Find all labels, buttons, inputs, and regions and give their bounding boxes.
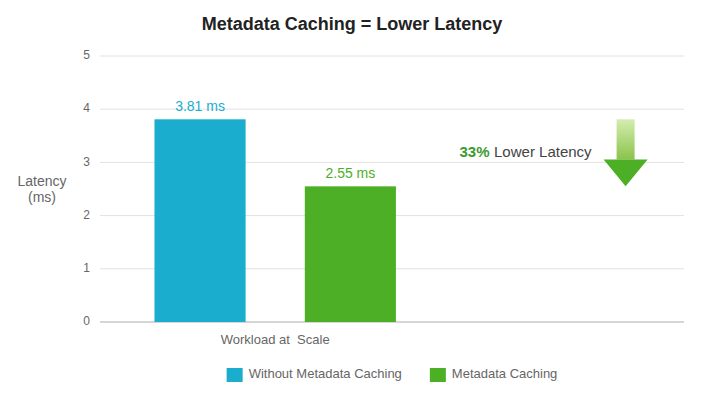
y-tick-label: 1 <box>83 261 90 275</box>
data-label: 2.55 ms <box>325 165 375 181</box>
y-tick-label: 4 <box>83 101 90 115</box>
bar <box>154 119 245 322</box>
legend-swatch <box>227 368 243 382</box>
annotation-part: 33% <box>460 143 490 160</box>
y-tick-label: 0 <box>83 314 90 328</box>
legend-item: Metadata Caching <box>430 366 558 382</box>
y-tick-label: 3 <box>83 155 90 169</box>
change-arrow <box>604 119 648 186</box>
legend-item: Without Metadata Caching <box>227 366 402 382</box>
arrow-head <box>604 160 648 187</box>
arrow-shaft <box>617 119 635 159</box>
annotation-part: Lower Latency <box>494 143 592 160</box>
bar <box>305 186 396 322</box>
legend-swatch <box>430 368 446 382</box>
y-tick-label: 2 <box>83 208 90 222</box>
data-labels: 3.81 ms 2.55 ms <box>175 98 375 181</box>
grid <box>100 56 684 322</box>
legend-label: Metadata Caching <box>452 366 558 381</box>
annotation: 33%Lower Latency <box>460 143 593 160</box>
y-tick-label: 5 <box>83 48 90 62</box>
x-tick-label: Workload at Scale <box>221 332 330 347</box>
legend-label: Without Metadata Caching <box>249 366 402 381</box>
data-label: 3.81 ms <box>175 98 225 114</box>
y-axis-label: Latency(ms) <box>17 173 66 206</box>
title: Metadata Caching = Lower Latency <box>202 14 503 34</box>
grid-line <box>100 56 684 57</box>
chart: Metadata Caching = Lower Latency 0 1 2 3 4 5 La… <box>0 0 704 405</box>
legend: Without Metadata Caching Metadata Caching <box>227 366 558 382</box>
bars <box>154 119 395 322</box>
